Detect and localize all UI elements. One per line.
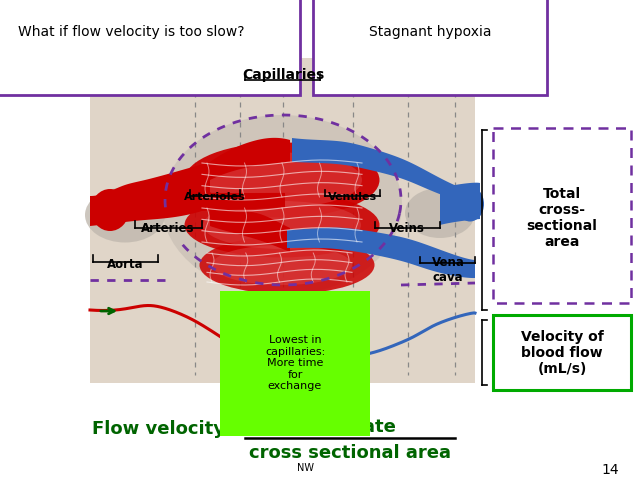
Text: cross sectional area: cross sectional area [249, 444, 451, 462]
Ellipse shape [184, 193, 380, 258]
FancyBboxPatch shape [90, 58, 475, 383]
Text: Aorta: Aorta [107, 258, 144, 271]
Text: Total
cross-
sectional
area: Total cross- sectional area [526, 187, 597, 249]
Polygon shape [287, 228, 475, 278]
Text: Vena
cava: Vena cava [431, 256, 464, 284]
Polygon shape [292, 138, 475, 206]
Ellipse shape [212, 245, 352, 285]
FancyBboxPatch shape [493, 128, 631, 303]
Ellipse shape [162, 115, 402, 295]
Text: Arterioles: Arterioles [184, 192, 246, 202]
Ellipse shape [85, 187, 165, 242]
Ellipse shape [456, 186, 484, 221]
Polygon shape [210, 208, 290, 252]
Text: Lowest in
capillaries:
More time
for
exchange: Lowest in capillaries: More time for exc… [265, 335, 325, 391]
Text: Flow velocity =: Flow velocity = [92, 420, 246, 438]
Ellipse shape [184, 142, 380, 217]
Text: Veins: Veins [389, 222, 425, 235]
FancyBboxPatch shape [493, 315, 631, 390]
Ellipse shape [200, 236, 375, 294]
Text: Velocity of
blood flow
(mL/s): Velocity of blood flow (mL/s) [521, 330, 604, 376]
Text: 14: 14 [601, 463, 619, 477]
Text: Venules: Venules [327, 192, 376, 202]
Ellipse shape [203, 201, 361, 249]
Ellipse shape [202, 152, 362, 207]
Ellipse shape [91, 189, 129, 231]
Text: NW: NW [297, 463, 313, 473]
Text: Arteries: Arteries [141, 222, 195, 235]
Polygon shape [170, 193, 285, 213]
Polygon shape [90, 162, 210, 226]
Ellipse shape [405, 188, 475, 238]
Text: Capillaries: Capillaries [242, 68, 324, 82]
Text: Stagnant hypoxia: Stagnant hypoxia [369, 25, 491, 39]
Polygon shape [440, 182, 480, 225]
Text: flow rate: flow rate [304, 418, 396, 436]
Text: What if flow velocity is too slow?: What if flow velocity is too slow? [18, 25, 244, 39]
Polygon shape [210, 138, 290, 180]
